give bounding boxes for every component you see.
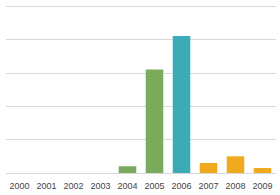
svg-text:2004: 2004 [117, 181, 137, 191]
svg-text:2006: 2006 [171, 181, 191, 191]
svg-text:2001: 2001 [36, 181, 56, 191]
svg-text:2003: 2003 [90, 181, 110, 191]
svg-text:2009: 2009 [252, 181, 272, 191]
svg-text:2007: 2007 [198, 181, 218, 191]
svg-text:2002: 2002 [63, 181, 83, 191]
svg-text:2005: 2005 [144, 181, 164, 191]
svg-text:2008: 2008 [225, 181, 245, 191]
svg-text:2000: 2000 [9, 181, 29, 191]
